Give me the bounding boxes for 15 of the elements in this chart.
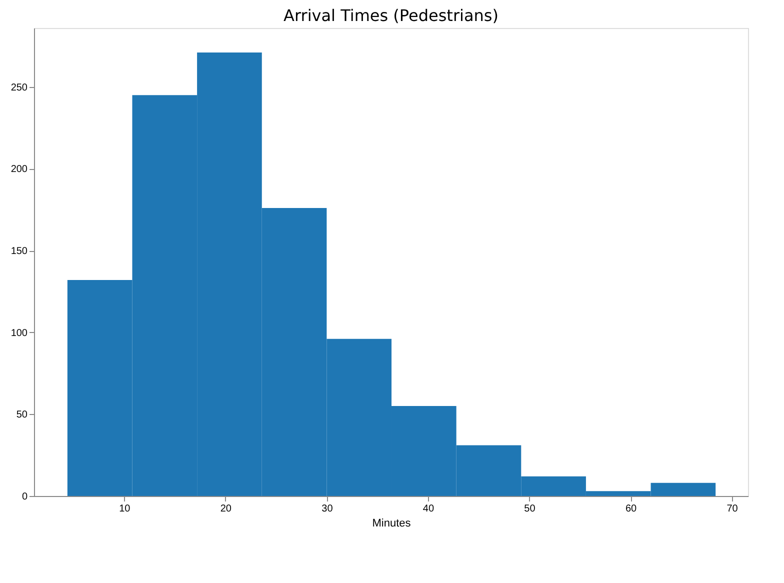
y-tick-label: 250 [10,82,28,94]
chart-title: Arrival Times (Pedestrians) [284,6,498,25]
x-tick-label: 20 [220,504,232,514]
y-tick-label: 100 [10,328,28,339]
x-tick-label: 60 [625,504,638,514]
y-tick-label: 50 [16,410,28,421]
y-tick-label: 0 [22,492,28,502]
x-axis-title: Minutes [372,518,412,530]
x-tick-label: 30 [322,504,334,514]
x-tick-label: 70 [726,504,738,514]
y-tick-label: 150 [10,246,28,258]
y-tick-label: 200 [10,164,28,176]
x-tick-label: 10 [119,504,131,514]
x-tick-label: 40 [422,504,434,514]
x-tick-label: 50 [524,504,536,514]
